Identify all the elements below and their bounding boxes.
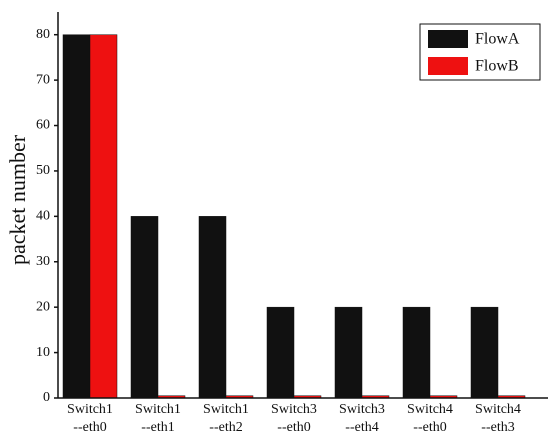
y-tick-label: 30 [36,254,50,269]
y-tick-label: 50 [36,163,50,178]
y-axis-label: packet number [5,134,30,265]
legend-label: FlowA [475,31,520,48]
x-tick-label: Switch3 [339,402,385,417]
x-tick-label: Switch3 [271,402,317,417]
x-tick-label: --eth1 [141,420,174,435]
legend-swatch [428,30,468,48]
x-tick-label: --eth3 [481,420,514,435]
bar [89,34,118,399]
bar [266,306,295,399]
x-tick-label: --eth0 [73,420,106,435]
bar [62,34,91,399]
bar [198,216,227,399]
x-tick-label: Switch1 [135,402,181,417]
y-tick-label: 60 [36,118,50,133]
bar [470,306,499,399]
bar [402,306,431,399]
legend-label: FlowB [475,58,519,75]
bar [130,216,159,399]
y-tick-label: 40 [36,209,50,224]
x-tick-label: --eth0 [277,420,310,435]
x-tick-label: Switch4 [475,402,521,417]
y-tick-label: 10 [36,345,50,360]
y-tick-label: 70 [36,72,50,87]
x-tick-label: --eth2 [209,420,242,435]
y-tick-label: 20 [36,299,50,314]
x-tick-label: Switch1 [203,402,249,417]
y-tick-label: 80 [36,27,50,42]
x-tick-label: --eth4 [345,420,378,435]
bar [334,306,363,399]
y-tick-label: 0 [43,390,50,405]
x-tick-label: Switch1 [67,402,113,417]
x-tick-label: Switch4 [407,402,453,417]
legend-swatch [428,57,468,75]
x-tick-label: --eth0 [413,420,446,435]
